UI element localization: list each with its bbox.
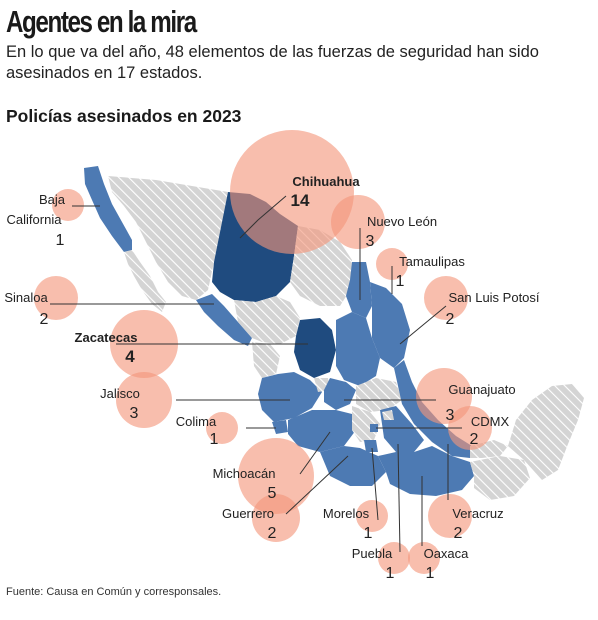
value-puebla: 1 bbox=[386, 565, 395, 582]
label-zacatecas: Zacatecas bbox=[75, 330, 138, 345]
label-sinaloa: Sinaloa bbox=[4, 290, 48, 305]
value-colima: 1 bbox=[210, 431, 219, 448]
label-guerrero: Guerrero bbox=[222, 506, 274, 521]
state-tamaulipas bbox=[370, 282, 410, 368]
leader-chihuahua bbox=[239, 195, 287, 239]
value-sinaloa: 2 bbox=[40, 311, 49, 328]
label-jalisco: Jalisco bbox=[100, 386, 140, 401]
leader-guerrero bbox=[285, 455, 349, 515]
state-san-luis-potosi bbox=[336, 312, 380, 386]
value-san-luis-potosi: 2 bbox=[446, 311, 455, 328]
leader-morelos bbox=[371, 447, 379, 521]
state-jalisco bbox=[258, 372, 322, 422]
label-san-luis-potosi: San Luis Potosí bbox=[448, 290, 539, 305]
value-zacatecas: 4 bbox=[125, 347, 135, 366]
source-note: Fuente: Causa en Común y corresponsales. bbox=[6, 586, 222, 598]
bubble-tamaulipas bbox=[376, 248, 408, 280]
state-guanajuato bbox=[324, 378, 356, 410]
state-labels: Baja California 1 Chihuahua 14 Nuevo Leó… bbox=[4, 174, 540, 582]
state-nayarit bbox=[252, 342, 280, 378]
state-cdmx bbox=[370, 424, 378, 432]
bubble-colima bbox=[206, 412, 238, 444]
bubble-nuevo-leon bbox=[331, 195, 385, 249]
label-colima: Colima bbox=[176, 414, 217, 429]
state-yucatan-peninsula bbox=[508, 384, 584, 480]
state-sonora bbox=[108, 176, 228, 300]
bubble-veracruz bbox=[428, 494, 472, 538]
leader-michoacan bbox=[299, 431, 331, 475]
state-nuevo-leon bbox=[346, 262, 372, 318]
value-oaxaca: 1 bbox=[426, 565, 435, 582]
label-baja-california-line2: California bbox=[7, 212, 63, 227]
state-michoacan bbox=[288, 410, 356, 452]
value-veracruz: 2 bbox=[454, 525, 463, 542]
bubble-layer bbox=[34, 130, 492, 574]
bubble-san-luis-potosi bbox=[424, 276, 468, 320]
bubble-jalisco bbox=[116, 372, 172, 428]
bubble-baja-california bbox=[52, 189, 84, 221]
state-baja-california-sur bbox=[124, 250, 166, 312]
bubble-morelos bbox=[356, 500, 388, 532]
label-baja-california-line1: Baja bbox=[39, 192, 66, 207]
value-baja-california: 1 bbox=[56, 232, 65, 249]
bubble-puebla bbox=[378, 542, 410, 574]
state-guerrero bbox=[320, 446, 386, 486]
map-subtitle: En lo que va del año, 48 elementos de la… bbox=[6, 43, 539, 82]
bubble-cdmx bbox=[448, 406, 492, 450]
bubble-guerrero bbox=[252, 494, 300, 542]
label-veracruz: Veracruz bbox=[452, 506, 503, 521]
bubble-oaxaca bbox=[408, 542, 440, 574]
state-colima bbox=[272, 420, 288, 434]
state-chiapas bbox=[470, 456, 530, 500]
label-tamaulipas: Tamaulipas bbox=[399, 254, 465, 269]
state-morelos bbox=[364, 440, 378, 452]
state-sinaloa bbox=[196, 294, 252, 346]
map-title: Agentes en la mira bbox=[6, 4, 197, 39]
label-nuevo-leon: Nuevo León bbox=[367, 214, 437, 229]
value-guerrero: 2 bbox=[268, 525, 277, 542]
state-zacatecas bbox=[294, 318, 336, 378]
value-nuevo-leon: 3 bbox=[366, 233, 375, 250]
bubble-michoacan bbox=[238, 438, 314, 514]
value-guanajuato: 3 bbox=[446, 407, 455, 424]
value-chihuahua: 14 bbox=[291, 191, 310, 210]
state-baja-california bbox=[84, 166, 132, 252]
value-jalisco: 3 bbox=[130, 405, 139, 422]
value-morelos: 1 bbox=[364, 525, 373, 542]
section-title: Policías asesinados en 2023 bbox=[6, 106, 242, 126]
label-morelos: Morelos bbox=[323, 506, 370, 521]
label-guanajuato: Guanajuato bbox=[448, 382, 515, 397]
state-oaxaca bbox=[378, 446, 474, 496]
value-cdmx: 2 bbox=[470, 431, 479, 448]
state-edomex bbox=[352, 406, 380, 442]
bubble-chihuahua bbox=[230, 130, 354, 254]
label-cdmx: CDMX bbox=[471, 414, 510, 429]
leader-puebla bbox=[397, 443, 401, 553]
state-queretaro-hidalgo bbox=[356, 378, 402, 412]
bubble-sinaloa bbox=[34, 276, 78, 320]
label-oaxaca: Oaxaca bbox=[424, 546, 470, 561]
value-tamaulipas: 1 bbox=[396, 273, 405, 290]
value-michoacan: 5 bbox=[268, 485, 277, 502]
state-tlaxcala bbox=[382, 410, 394, 420]
leader-lines bbox=[50, 195, 462, 553]
label-puebla: Puebla bbox=[352, 546, 393, 561]
leader-san-luis-potosi bbox=[399, 305, 447, 345]
label-michoacan: Michoacán bbox=[213, 466, 276, 481]
state-durango bbox=[234, 296, 300, 344]
label-chihuahua: Chihuahua bbox=[292, 174, 360, 189]
